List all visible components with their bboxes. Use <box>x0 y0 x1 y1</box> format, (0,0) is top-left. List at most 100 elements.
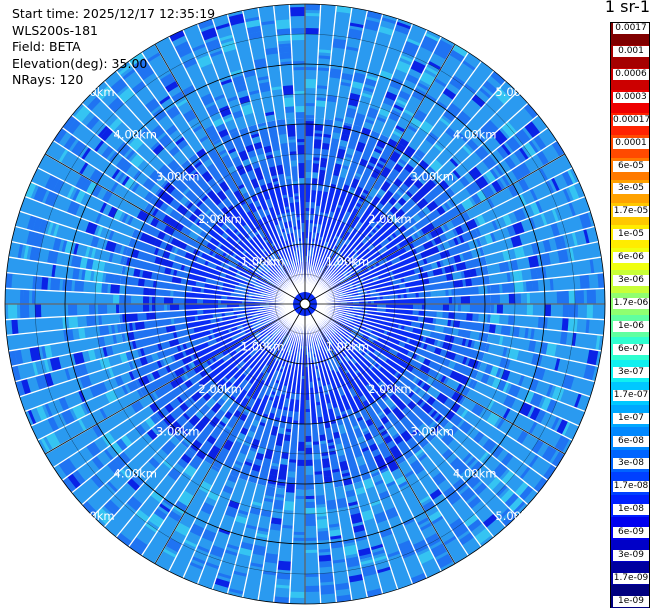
data-gate <box>272 349 278 356</box>
data-gate <box>276 352 284 362</box>
data-gate <box>77 418 87 432</box>
data-gate <box>206 338 218 347</box>
data-gate <box>174 522 191 537</box>
data-gate <box>128 370 136 381</box>
data-gate <box>286 343 293 353</box>
data-gate <box>394 475 409 489</box>
data-gate <box>348 573 364 583</box>
data-gate <box>516 161 532 178</box>
data-gate <box>148 456 161 469</box>
data-gate <box>171 90 185 103</box>
data-gate <box>245 19 261 29</box>
data-gate <box>534 408 547 424</box>
data-gate <box>311 172 319 179</box>
colorbar-tick-label: 0.0017 <box>613 23 649 34</box>
data-gate <box>420 271 429 280</box>
data-gate <box>345 274 352 280</box>
data-gate <box>329 350 335 358</box>
data-gate <box>111 324 116 335</box>
data-gate <box>305 399 311 409</box>
data-gate <box>206 491 220 502</box>
data-gate <box>121 68 136 81</box>
data-gate <box>450 194 461 206</box>
data-gate <box>176 395 184 405</box>
data-gate <box>501 121 518 138</box>
data-gate <box>89 168 104 184</box>
data-gate <box>346 335 354 342</box>
data-gate <box>314 118 325 125</box>
data-gate <box>486 154 497 167</box>
data-gate <box>246 397 256 409</box>
data-gate <box>188 414 201 427</box>
data-gate <box>98 304 108 315</box>
data-gate <box>205 38 222 52</box>
data-gate <box>44 174 60 192</box>
data-gate <box>23 244 30 260</box>
data-gate <box>276 276 280 280</box>
data-gate <box>389 270 394 277</box>
data-gate <box>378 490 391 501</box>
start-time-text: Start time: 2025/12/17 12:35:19 <box>12 6 216 21</box>
data-gate <box>147 215 155 226</box>
data-gate <box>419 522 433 532</box>
colorbar-tick-label: 3e-05 <box>613 183 649 195</box>
data-gate <box>269 523 282 531</box>
data-gate <box>568 201 577 217</box>
data-gate <box>121 384 129 396</box>
data-gate <box>484 169 497 184</box>
data-gate <box>270 86 283 91</box>
data-gate <box>146 51 161 63</box>
data-gate <box>480 372 490 385</box>
data-gate <box>33 185 48 203</box>
data-gate <box>512 500 526 515</box>
data-gate <box>439 250 448 260</box>
data-gate <box>373 195 381 203</box>
data-gate <box>466 312 473 322</box>
data-gate <box>486 399 495 411</box>
data-gate <box>463 269 471 279</box>
data-gate <box>323 421 332 429</box>
data-gate <box>212 117 225 128</box>
data-gate <box>341 472 351 478</box>
data-gate <box>411 224 419 233</box>
data-gate <box>101 190 113 204</box>
data-gate <box>237 183 246 190</box>
data-gate <box>448 517 464 531</box>
data-gate <box>360 509 375 522</box>
data-gate <box>368 156 379 166</box>
data-gate <box>236 451 247 461</box>
data-gate <box>317 55 332 60</box>
data-gate <box>483 119 499 136</box>
data-gate <box>502 381 510 394</box>
data-gate <box>482 438 497 454</box>
data-gate <box>456 112 470 126</box>
data-gate <box>270 517 283 525</box>
data-gate <box>484 233 494 245</box>
data-gate <box>343 340 350 347</box>
data-gate <box>318 434 327 442</box>
data-gate <box>249 348 259 358</box>
data-gate <box>179 490 194 505</box>
data-gate <box>296 145 305 155</box>
data-gate <box>345 556 361 568</box>
data-gate <box>305 465 314 475</box>
data-gate <box>60 457 77 476</box>
data-gate <box>540 212 548 227</box>
data-gate <box>392 103 405 112</box>
data-gate <box>453 279 461 289</box>
data-gate <box>74 279 85 293</box>
data-gate <box>421 427 433 438</box>
data-gate <box>20 304 30 319</box>
data-gate <box>436 310 443 319</box>
data-gate <box>449 157 459 168</box>
data-gate <box>124 332 129 343</box>
data-gate <box>231 109 244 120</box>
ring-label: 2.00km <box>198 382 241 396</box>
data-gate <box>257 208 266 219</box>
data-gate <box>72 469 86 486</box>
data-gate <box>232 570 248 577</box>
data-gate <box>342 538 356 545</box>
data-gate <box>436 289 446 298</box>
data-gate <box>510 234 523 249</box>
data-gate <box>454 416 463 427</box>
